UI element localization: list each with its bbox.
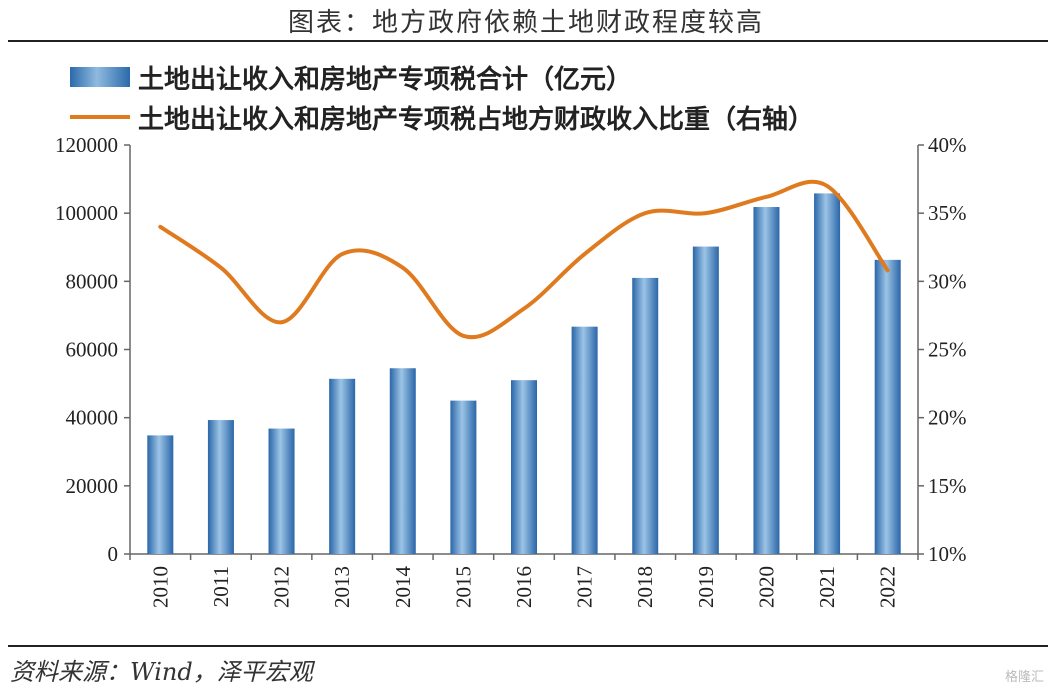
y-right-tick-label: 30%	[928, 269, 967, 293]
title-divider	[8, 40, 1048, 42]
chart-title: 图表：地方政府依赖土地财政程度较高	[287, 8, 764, 38]
tick-labels: 0 20000 40000 60000 80000 100000 120000 10% 15% 2…	[55, 133, 967, 608]
bar	[814, 193, 841, 555]
y-right-tick-label: 25%	[928, 338, 967, 362]
x-tick-label: 2022	[876, 566, 900, 608]
bar-series	[147, 193, 901, 555]
y-left-tick-label: 60000	[66, 338, 119, 362]
legend-bar-label: 土地出让收入和房地产专项税合计（亿元）	[138, 64, 633, 95]
y-right-tick-label: 35%	[928, 201, 967, 225]
x-tick-label: 2015	[451, 566, 475, 608]
y-left-tick-label: 20000	[66, 474, 119, 498]
legend-item-line: 土地出让收入和房地产专项税占地方财政收入比重（右轴）	[70, 100, 815, 135]
bar	[450, 400, 477, 554]
x-tick-label: 2019	[694, 566, 718, 608]
legend-bar-swatch	[70, 67, 130, 87]
x-tick-label: 2021	[815, 566, 839, 608]
y-left-tick-label: 100000	[55, 201, 118, 225]
x-tick-label: 2016	[512, 566, 536, 608]
bar	[147, 435, 174, 554]
y-right-tick-label: 15%	[928, 474, 967, 498]
x-tick-label: 2018	[633, 566, 657, 608]
line-series	[158, 179, 890, 340]
legend-line-swatch	[70, 115, 130, 119]
bar	[753, 207, 780, 554]
bar	[571, 326, 598, 554]
x-tick-label: 2014	[391, 566, 415, 609]
y-left-tick-label: 120000	[55, 133, 118, 157]
x-tick-label: 2010	[148, 566, 172, 608]
bar	[389, 368, 416, 554]
legend-line-label: 土地出让收入和房地产专项税占地方财政收入比重（右轴）	[138, 104, 815, 135]
y-left-tick-label: 0	[108, 542, 119, 566]
x-tick-label: 2017	[573, 566, 597, 608]
y-right-tick-label: 40%	[928, 133, 967, 157]
x-tick-label: 2011	[209, 566, 233, 607]
x-tick-label: 2020	[754, 566, 778, 608]
y-right-tick-label: 10%	[928, 542, 967, 566]
legend-item-bar: 土地出让收入和房地产专项税合计（亿元）	[70, 60, 633, 95]
source-note: 资料来源：Wind，泽平宏观	[10, 658, 313, 686]
y-left-tick-label: 80000	[66, 269, 119, 293]
x-tick-label: 2012	[270, 566, 294, 608]
bar	[329, 378, 356, 554]
source-divider	[8, 645, 1048, 647]
bar	[874, 259, 901, 554]
bar	[207, 420, 234, 554]
watermark: 格隆汇	[1004, 670, 1044, 685]
bar	[268, 428, 295, 554]
y-right-tick-label: 20%	[928, 406, 967, 430]
bar	[632, 277, 659, 554]
bar	[511, 380, 537, 554]
y-left-tick-label: 40000	[66, 406, 119, 430]
x-tick-label: 2013	[330, 566, 354, 608]
bar	[692, 246, 719, 554]
